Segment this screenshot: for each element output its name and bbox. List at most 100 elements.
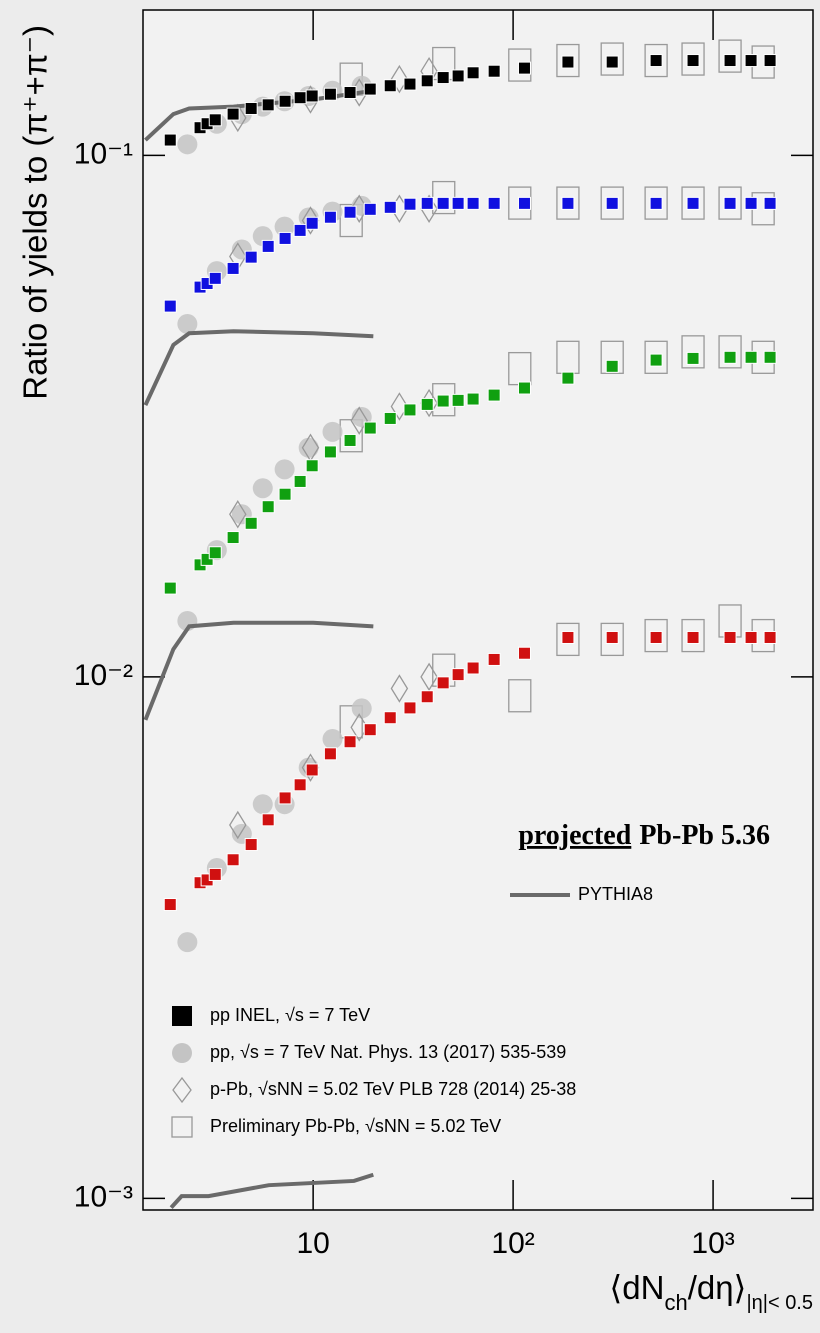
marker-box bbox=[681, 186, 705, 220]
pythia-line bbox=[169, 1172, 374, 1209]
marker-square bbox=[244, 838, 258, 852]
marker-square bbox=[293, 778, 307, 792]
marker-square bbox=[293, 223, 307, 237]
marker-square bbox=[208, 113, 222, 127]
marker-square bbox=[420, 196, 434, 210]
marker-square bbox=[466, 661, 480, 675]
marker-diamond bbox=[390, 392, 409, 421]
marker-square bbox=[163, 898, 177, 912]
pythia-line bbox=[144, 88, 374, 142]
marker-square bbox=[208, 546, 222, 560]
marker-box bbox=[600, 186, 624, 220]
marker-square bbox=[383, 79, 397, 93]
marker-square bbox=[293, 474, 307, 488]
marker-box bbox=[339, 203, 363, 238]
marker-square bbox=[451, 393, 465, 407]
marker-square bbox=[383, 411, 397, 425]
marker-square bbox=[305, 459, 319, 473]
marker-square bbox=[403, 197, 417, 211]
x-label-rest: /dη⟩ bbox=[688, 1269, 747, 1306]
marker-square bbox=[343, 735, 357, 749]
marker-square bbox=[451, 668, 465, 682]
marker-box bbox=[600, 340, 624, 374]
marker-circle bbox=[252, 478, 273, 499]
legend-marker bbox=[171, 1116, 193, 1138]
marker-square bbox=[723, 54, 737, 68]
marker-diamond bbox=[350, 406, 368, 435]
marker-box bbox=[718, 186, 742, 220]
x-tick-label: 10³ bbox=[691, 1227, 734, 1260]
marker-square bbox=[487, 652, 501, 666]
marker-square bbox=[163, 581, 177, 595]
marker-circle bbox=[322, 729, 343, 750]
marker-square bbox=[517, 381, 531, 395]
marker-square bbox=[649, 353, 663, 367]
marker-square bbox=[763, 630, 777, 644]
marker-square bbox=[723, 630, 737, 644]
marker-square bbox=[226, 261, 240, 275]
marker-square bbox=[343, 85, 357, 99]
y-tick-label: 10⁻¹ bbox=[74, 137, 133, 170]
marker-circle bbox=[177, 313, 198, 334]
marker-square bbox=[649, 54, 663, 68]
marker-square bbox=[561, 196, 575, 210]
marker-square bbox=[487, 64, 501, 78]
marker-square bbox=[605, 630, 619, 644]
marker-square bbox=[226, 531, 240, 545]
annotation-projected: projected bbox=[518, 820, 631, 851]
plot-frame bbox=[142, 9, 814, 1211]
x-label-main: ⟨dN bbox=[609, 1269, 664, 1306]
marker-square bbox=[649, 196, 663, 210]
marker-diamond bbox=[229, 810, 247, 840]
marker-diamond bbox=[390, 674, 409, 703]
marker-square bbox=[343, 433, 357, 447]
marker-square bbox=[451, 196, 465, 210]
marker-box bbox=[556, 186, 580, 220]
marker-square bbox=[363, 723, 377, 737]
y-tick-label: 10⁻² bbox=[74, 659, 133, 692]
marker-square bbox=[561, 630, 575, 644]
marker-circle bbox=[322, 421, 343, 442]
marker-square bbox=[278, 231, 292, 245]
marker-square bbox=[487, 196, 501, 210]
marker-box bbox=[644, 186, 668, 220]
marker-square bbox=[163, 299, 177, 313]
marker-circle bbox=[274, 216, 295, 237]
marker-square bbox=[403, 403, 417, 417]
marker-square bbox=[517, 646, 531, 660]
marker-square bbox=[278, 94, 292, 108]
legend-label: PYTHIA8 bbox=[578, 884, 653, 904]
x-tick-label: 10² bbox=[491, 1227, 534, 1260]
marker-square bbox=[466, 196, 480, 210]
marker-square bbox=[163, 133, 177, 147]
marker-square bbox=[420, 397, 434, 411]
marker-circle bbox=[177, 932, 198, 953]
marker-diamond bbox=[350, 713, 368, 742]
marker-square bbox=[293, 91, 307, 105]
marker-square bbox=[343, 205, 357, 219]
marker-box bbox=[681, 618, 705, 653]
marker-square bbox=[436, 394, 450, 408]
marker-square bbox=[323, 87, 337, 101]
marker-box bbox=[644, 340, 668, 374]
marker-square bbox=[363, 82, 377, 96]
marker-circle bbox=[177, 134, 198, 155]
marker-square bbox=[605, 55, 619, 69]
marker-square bbox=[226, 853, 240, 867]
legend-marker bbox=[172, 1043, 192, 1063]
marker-square bbox=[323, 747, 337, 761]
legend-marker bbox=[172, 1076, 192, 1104]
marker-square bbox=[363, 202, 377, 216]
marker-diamond bbox=[420, 662, 438, 692]
x-axis-label: ⟨dNch/dη⟩|η|< 0.5 bbox=[609, 1269, 813, 1315]
marker-square bbox=[487, 388, 501, 402]
y-tick-label: 10⁻³ bbox=[74, 1180, 133, 1213]
marker-square bbox=[261, 813, 275, 827]
marker-square bbox=[420, 690, 434, 704]
legend-label: p-Pb, √sNN = 5.02 TeV PLB 728 (2014) 25-… bbox=[210, 1079, 576, 1099]
marker-diamond bbox=[390, 64, 409, 94]
plot-area bbox=[143, 10, 813, 1210]
marker-square bbox=[244, 101, 258, 115]
